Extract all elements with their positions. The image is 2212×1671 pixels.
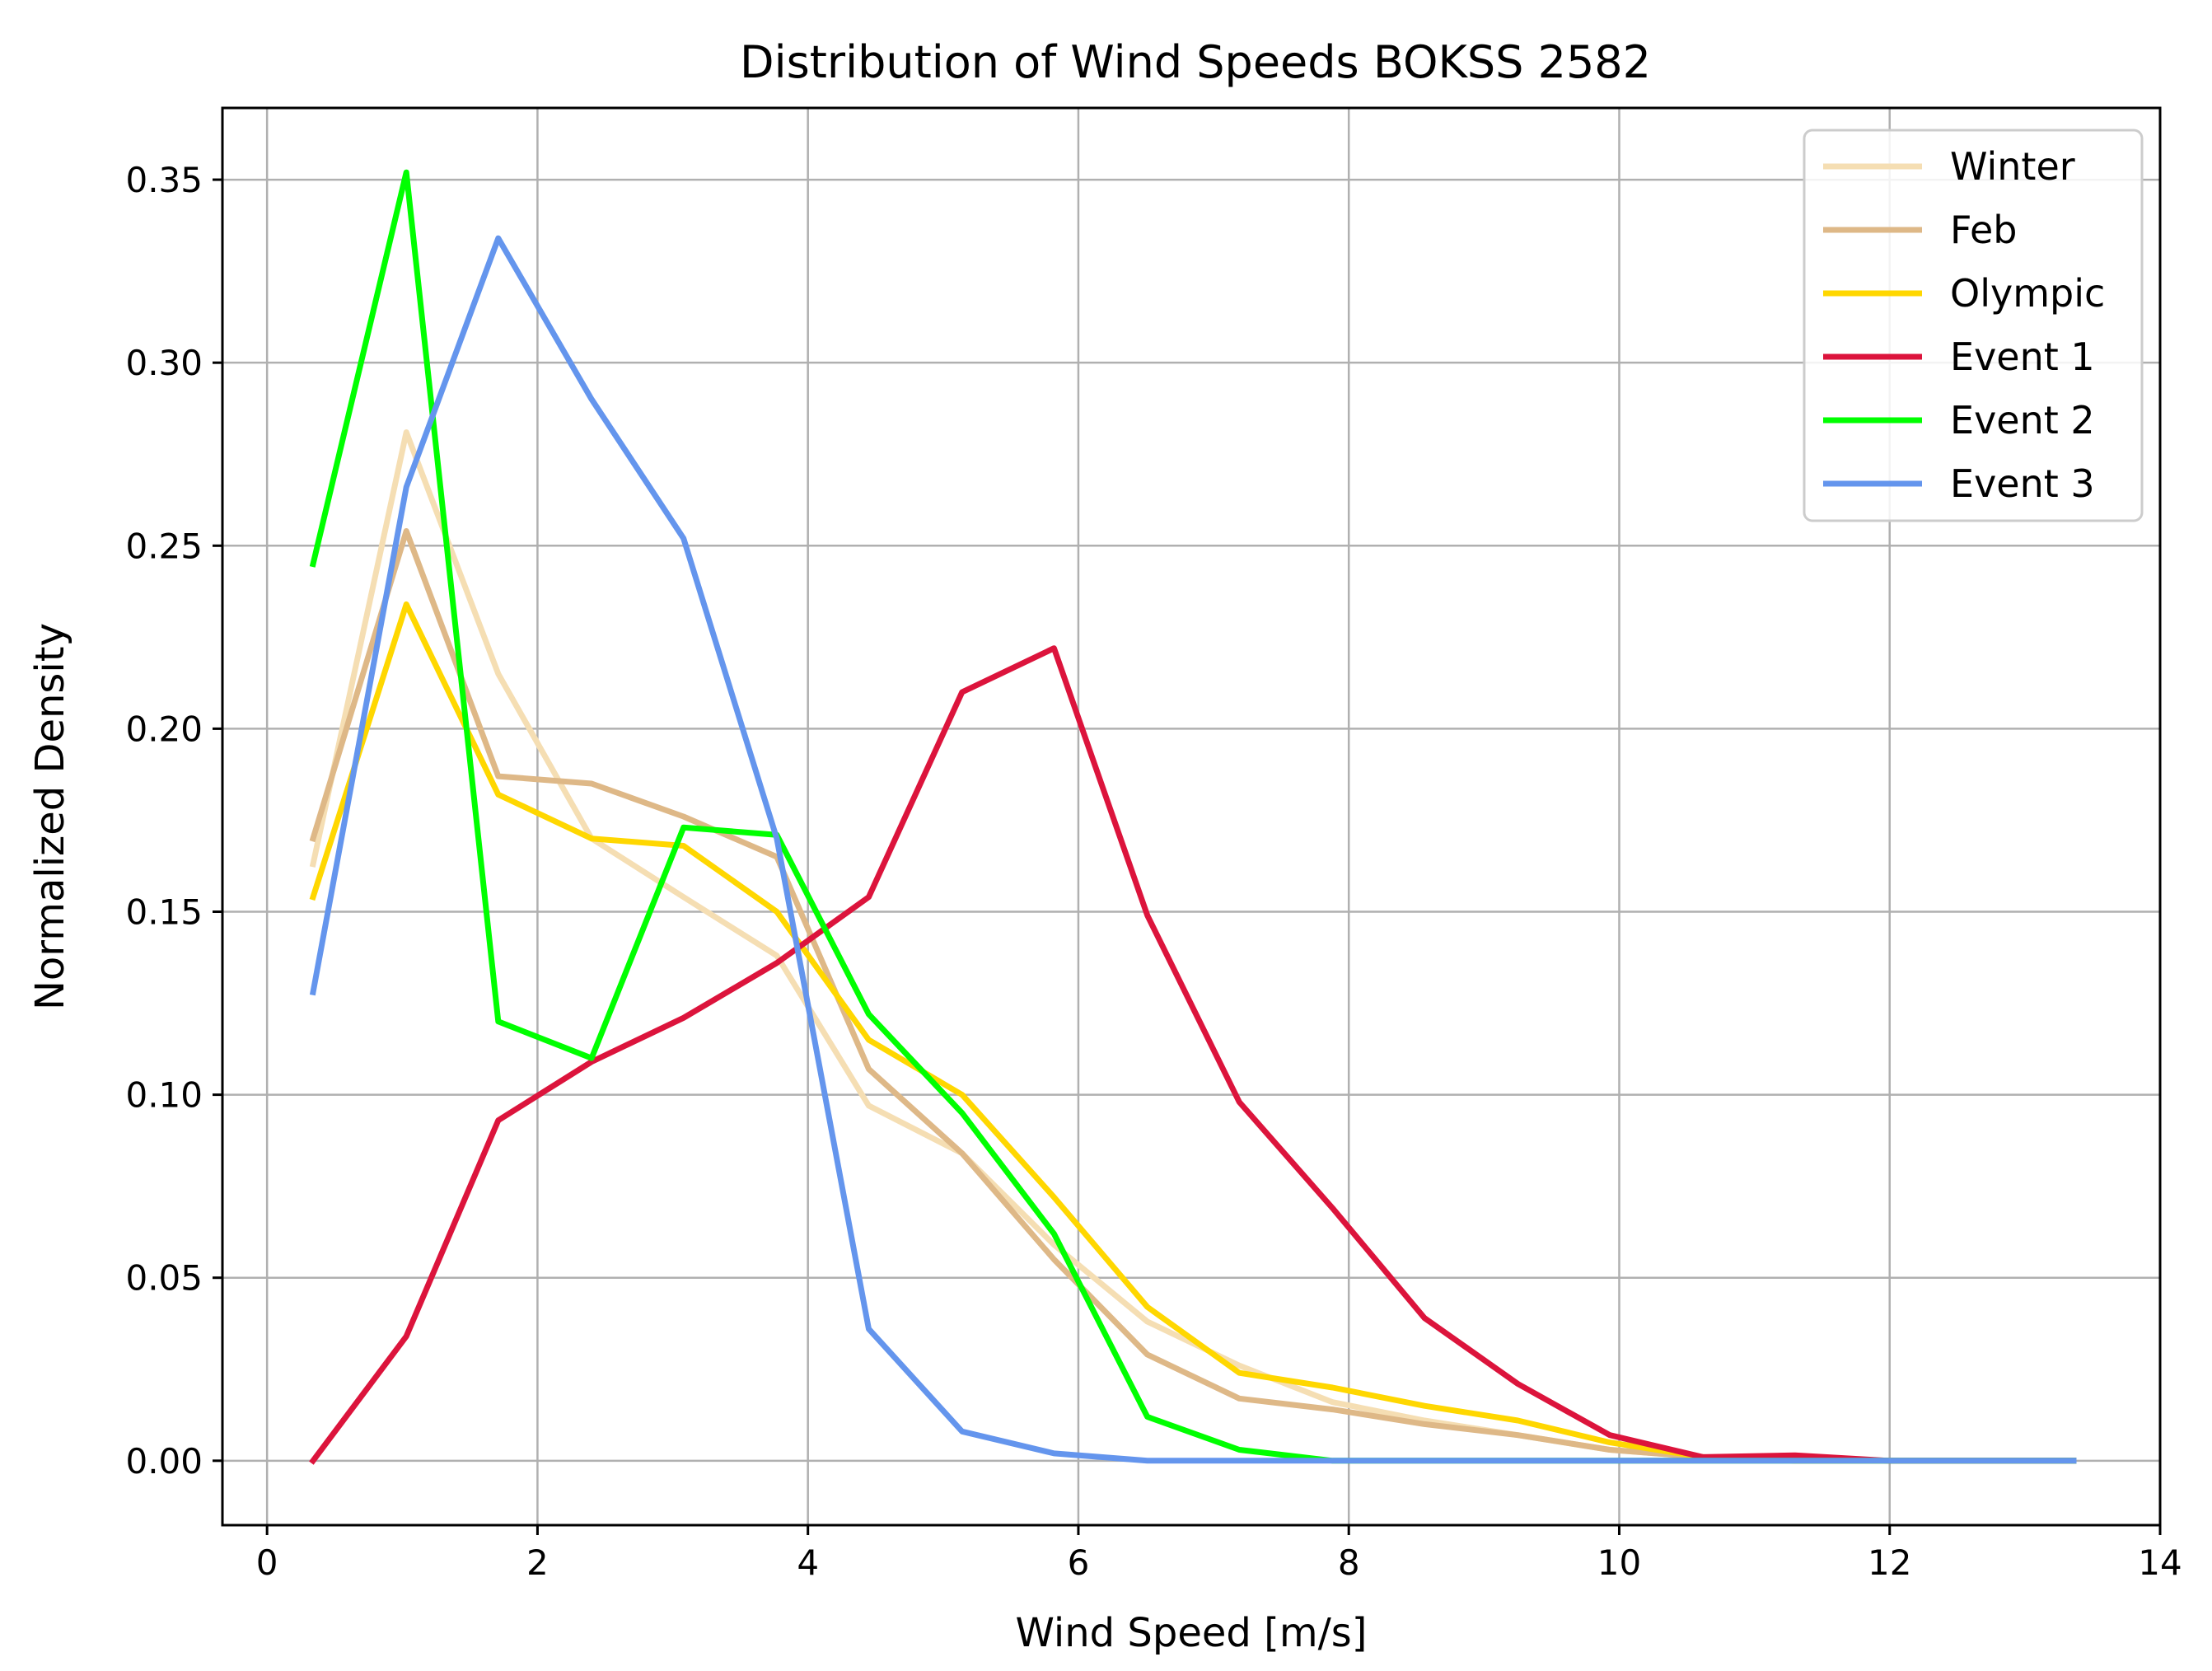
legend-label-event-2: Event 2	[1950, 398, 2095, 442]
chart-title: Distribution of Wind Speeds BOKSS 2582	[740, 36, 1651, 88]
y-tick-label: 0.35	[125, 160, 203, 200]
y-axis-label: Normalized Density	[27, 623, 73, 1010]
x-tick-label: 14	[2138, 1542, 2182, 1583]
x-tick-label: 10	[1597, 1542, 1641, 1583]
x-tick-label: 6	[1068, 1542, 1090, 1583]
y-tick-label: 0.00	[125, 1441, 203, 1481]
legend: Winter Feb Olympic Event 1 Event 2 Event 3	[1803, 129, 2144, 522]
y-tick-label: 0.25	[125, 526, 203, 566]
legend-label-event-1: Event 1	[1950, 335, 2095, 379]
x-tick-label: 8	[1338, 1542, 1360, 1583]
series-line-event-1	[309, 645, 2077, 1465]
legend-label-olympic: Olympic	[1950, 271, 2105, 316]
x-tick-label: 4	[797, 1542, 819, 1583]
y-tick-label: 0.10	[125, 1075, 203, 1116]
y-axis-ticks: 0.00 0.05 0.10 0.15 0.20 0.25 0.30 0.35	[125, 160, 222, 1481]
x-tick-label: 0	[256, 1542, 278, 1583]
legend-label-winter: Winter	[1950, 144, 2075, 189]
legend-label-event-3: Event 3	[1950, 461, 2095, 506]
x-axis-ticks: 0 2 4 6 8 10 12 14	[256, 1525, 2182, 1583]
series-line-event-3	[309, 235, 2077, 1464]
x-tick-label: 2	[526, 1542, 549, 1583]
y-tick-label: 0.20	[125, 709, 203, 749]
y-tick-label: 0.05	[125, 1258, 203, 1299]
series-lines	[309, 169, 2077, 1465]
y-tick-label: 0.15	[125, 892, 203, 932]
legend-label-feb: Feb	[1950, 208, 2017, 252]
y-tick-label: 0.30	[125, 343, 203, 383]
x-axis-label: Wind Speed [m/s]	[1015, 1610, 1367, 1656]
x-tick-label: 12	[1868, 1542, 1911, 1583]
plot-frame	[221, 106, 2162, 1527]
